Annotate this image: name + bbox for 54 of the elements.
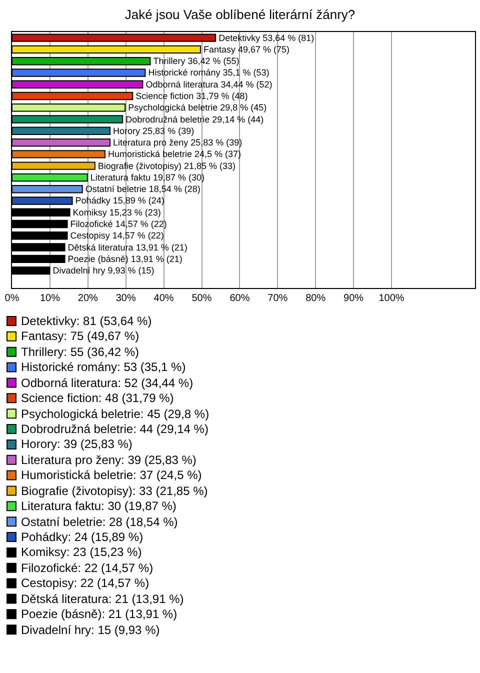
legend-label: Literatura pro ženy: 39 (25,83 %) [21,453,196,467]
legend-label: Komiksy: 23 (15,23 %) [21,545,142,559]
chart-title: Jaké jsou Vaše oblíbené literární žánry? [124,7,356,22]
data-label: Biografie (životopisy) 21,85 % (33) [98,160,236,171]
data-label: Science fiction 31,79 % (48) [136,91,248,102]
x-tick-label: 100% [378,293,404,304]
x-tick-label: 30% [116,293,136,304]
legend-label: Poezie (básně): 21 (13,91 %) [21,607,178,621]
x-tick-label: 80% [306,293,326,304]
data-label: Filozofické 14,57 % (22) [70,219,167,230]
legend-label: Detektivky: 81 (53,64 %) [21,314,152,328]
legend-label: Filozofické: 22 (14,57 %) [21,561,154,575]
legend-label: Odborná literatura: 52 (34,44 %) [21,376,194,390]
legend-label: Fantasy: 75 (49,67 %) [21,329,140,343]
data-label: Horory 25,83 % (39) [113,126,194,136]
x-tick-label: 50% [192,293,212,304]
data-label: Psychologická beletrie 29,8 % (45) [128,102,267,113]
x-tick-label: 90% [344,293,364,304]
data-label: Komiksy 15,23 % (23) [72,207,161,218]
data-label: Humoristická beletrie 24,5 % (37) [108,149,242,160]
data-label: Detektivky 53,64 % (81) [218,32,314,43]
data-label: Cestopisy 14,57 % (22) [70,230,164,241]
data-label: Dětská literatura 13,91 % (21) [68,242,188,252]
data-label: Fantasy 49,67 % (75) [204,44,290,54]
x-tick-label: 70% [268,293,288,304]
legend-label: Psychologická beletrie: 45 (29,8 %) [21,407,210,421]
data-label: Thrillery 36,42 % (55) [153,56,240,66]
legend-label: Historické romány: 53 (35,1 %) [21,360,186,374]
data-label: Ostatní beletrie 18,54 % (28) [85,184,200,194]
data-label: Historické romány 35,1 % (53) [148,68,270,78]
data-label: Dobrodružná beletrie 29,14 % (44) [126,114,264,124]
x-tick-label: 40% [154,293,174,304]
legend-label: Thrillery: 55 (36,42 %) [21,345,140,359]
data-label: Divadelní hry 9,93 % (15) [52,266,154,276]
legend-label: Humoristická beletrie: 37 (24,5 %) [21,468,202,482]
legend-label: Science fiction: 48 (31,79 %) [21,391,174,405]
x-tick-label: 0% [4,293,20,304]
legend-label: Dobrodružná beletrie: 44 (29,14 %) [21,422,208,436]
data-label: Literatura pro ženy 25,83 % (39) [113,138,242,148]
x-tick-label: 20% [78,293,98,304]
legend-label: Divadelní hry: 15 (9,93 %) [21,623,160,637]
legend-label: Pohádky: 24 (15,89 %) [21,530,144,544]
legend-label: Horory: 39 (25,83 %) [21,437,132,451]
legend-label: Biografie (životopisy): 33 (21,85 %) [21,484,208,498]
legend-label: Cestopisy: 22 (14,57 %) [21,576,150,590]
legend-label: Ostatní beletrie: 28 (18,54 %) [21,515,178,529]
data-label: Odborná literatura 34,44 % (52) [146,79,272,90]
x-tick-label: 60% [230,293,250,304]
data-label: Pohádky 15,89 % (24) [75,196,164,206]
data-label: Literatura faktu 19,87 % (30) [90,172,204,182]
data-label: Poezie (básně) 13,91 % (21) [68,254,182,264]
legend-label: Literatura faktu: 30 (19,87 %) [21,499,176,513]
legend-label: Dětská literatura: 21 (13,91 %) [21,592,184,606]
x-tick-label: 10% [40,293,60,304]
